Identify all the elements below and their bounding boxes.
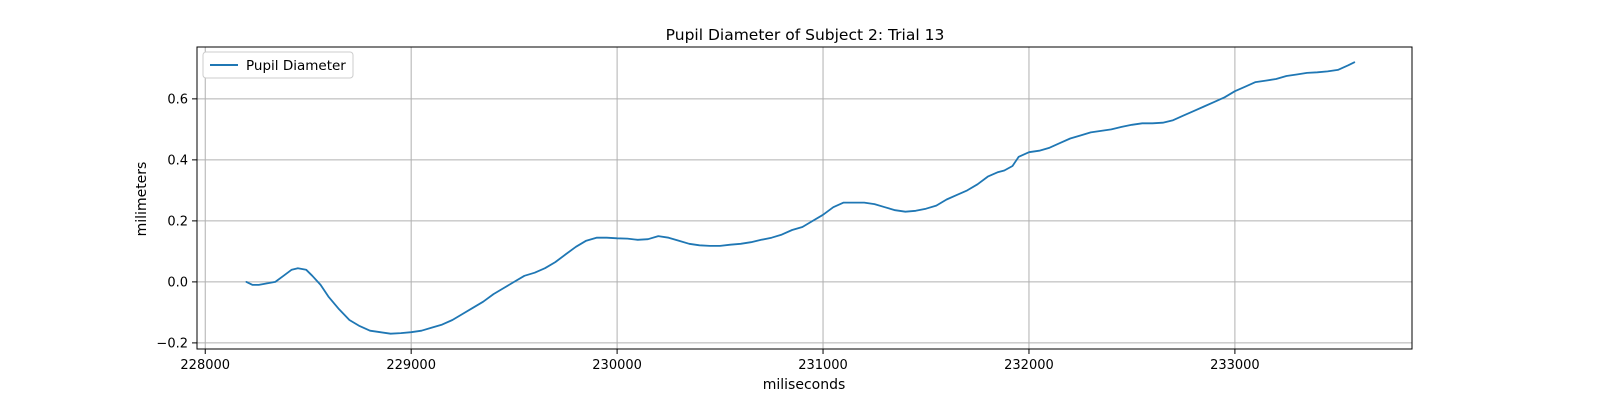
x-axis-label: miliseconds <box>763 377 846 393</box>
x-tick-label: 229000 <box>386 358 436 373</box>
y-tick-label: 0.6 <box>167 92 188 107</box>
legend-frame <box>202 51 354 79</box>
y-tick-label: 0.2 <box>167 214 188 229</box>
x-axis-ticks: 228000 229000 230000 231000 232000 233000 <box>180 349 1260 373</box>
y-tick-label: 0.0 <box>167 275 188 290</box>
x-tick-label: 233000 <box>1210 358 1260 373</box>
grid <box>197 47 1412 349</box>
x-tick-label: 228000 <box>180 358 230 373</box>
legend-label: Pupil Diameter <box>246 58 346 74</box>
legend: Pupil Diameter <box>202 51 354 79</box>
x-tick-label: 232000 <box>1004 358 1054 373</box>
chart-title: Pupil Diameter of Subject 2: Trial 13 <box>666 26 945 44</box>
plot-frame <box>196 46 1413 350</box>
y-axis-ticks: −0.2 0.0 0.2 0.4 0.6 <box>156 92 197 351</box>
x-tick-label: 231000 <box>798 358 848 373</box>
y-axis-label: milimeters <box>134 162 150 237</box>
y-tick-label: 0.4 <box>167 153 188 168</box>
x-tick-label: 230000 <box>592 358 642 373</box>
series-line-pupil-diameter <box>245 61 1356 335</box>
y-tick-label: −0.2 <box>156 336 188 351</box>
